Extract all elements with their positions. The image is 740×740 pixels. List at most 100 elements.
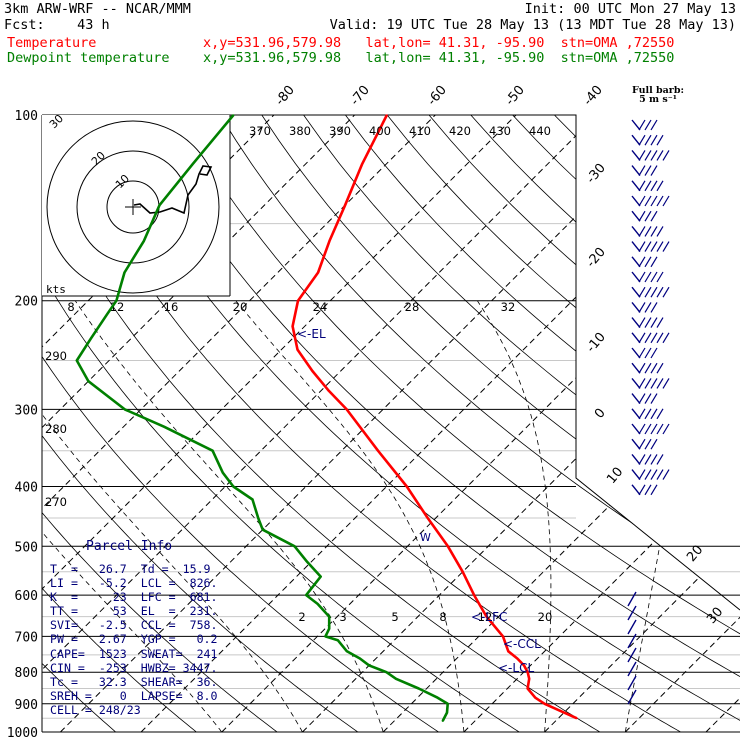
temperature-point [297,299,299,302]
isotherm-40 [624,115,740,732]
theta-label-400: 400 [369,124,391,138]
dewpoint-point [337,639,339,641]
temperature-point [528,678,530,680]
wind-barb-flag [638,256,646,268]
wind-barb-flag [644,393,652,404]
wind-barb-flag [662,423,670,435]
dewpoint-point [158,204,161,206]
wind-barb-staff [631,453,641,465]
dewpoint-point [251,498,254,501]
wind-barb-flag [650,226,658,237]
wind-barbs [627,119,670,705]
wind-barb [631,286,670,298]
hodograph-speed-unit: kts [46,283,66,296]
pressure-label-200: 200 [15,295,38,310]
dewpoint-point [319,575,322,578]
dewpoint-point [192,163,194,165]
wind-barb-staff [631,332,641,344]
dewpoint-point [222,471,224,474]
dewpoint-legend-label: Dewpoint temperature [7,50,170,66]
dry-adiabat-410 [428,115,740,732]
wind-barb-flag [644,454,652,465]
wind-barb-flag [650,271,658,283]
pressure-label-400: 400 [15,480,38,495]
wind-barb-flag [638,484,646,496]
dewpoint-point [305,594,308,596]
level-marker-ccl: <-CCL [503,637,541,651]
dry-adiabat-360 [219,115,740,732]
wind-barb-flag [650,332,658,344]
dry-adiabat-250 [42,115,132,732]
isotherm-label--10: -10 [584,330,609,356]
moist-adiabat-20 [235,300,465,732]
wind-barb [631,347,658,359]
theta-label-370: 370 [249,124,271,138]
theta-label-410: 410 [409,124,431,138]
wind-barb [631,256,658,268]
wind-barb-flag [662,469,670,480]
wind-barb-flag [638,271,646,283]
temperature-point [426,517,429,519]
wind-barb-flag [656,241,664,252]
mixing-ratio-label-20: 20 [538,610,553,624]
wind-barb-flag [650,438,658,450]
dewpoint-point [316,603,319,605]
dewpoint-point [328,627,331,630]
isotherm-label-0: 0 [592,406,609,422]
theta-label-420: 420 [449,124,471,138]
parcel-info-row: T = 26.7 Td = 15.9 [50,562,211,576]
dewpoint-point [417,687,420,690]
forecast-hour: Fcst: 43 h [4,17,110,33]
wind-barb-staff [631,134,641,146]
temperature-point [563,711,565,714]
moist-adiabat-10 [74,300,384,732]
wind-barb-flag [644,347,652,359]
parcel-info-row: TT = 53 EL = 231. [50,604,218,619]
temperature-point [502,635,504,638]
wind-barb [631,134,664,146]
dry-adiabat-290 [42,115,459,732]
theta-label-440: 440 [529,124,551,138]
wind-barb-flag [644,134,652,146]
wind-barb-flag [656,134,664,146]
wind-barb [631,149,670,161]
dry-adiabat-320 [52,115,704,732]
temperature-point [344,204,346,206]
dewpoint-location-info: x,y=531.96,579.98 lat,lon= 41.31, -95.90… [203,50,675,66]
isotherm-20 [463,115,740,732]
wind-barb-flag [644,302,652,313]
speed-tick-28: 28 [405,300,420,314]
wind-barb-flag [638,195,646,207]
isotherm--30 [60,115,678,732]
wind-barb-flag [644,469,652,480]
wind-barb [631,453,664,465]
wind-barb-flag [644,317,652,328]
dewpoint-point [359,657,361,660]
wind-barb-flag [644,256,652,268]
wind-barb-low [627,605,637,621]
wind-barb-flag [662,150,670,161]
wind-barb-staff [631,210,641,222]
wind-barb-flag [638,210,646,222]
wind-barb-flag [650,150,658,161]
wind-barb-flag [656,180,664,192]
wind-barb-flag [650,195,658,207]
wind-barb [631,180,664,192]
isotherm-0 [302,115,740,732]
wind-barb [631,377,670,389]
sounding-profiles [75,114,578,722]
dry-adiabat-440 [554,115,740,732]
wind-barb [631,210,658,222]
dry-adiabat-350 [177,115,740,732]
wind-barb [631,241,670,253]
speed-tick-16: 16 [164,300,179,314]
wind-barb-flag [638,362,646,374]
wind-barb-flag [644,484,652,496]
wind-barb-low [627,591,637,607]
wind-barb-staff [631,469,641,481]
parcel-info-title: Parcel Info [86,539,173,554]
wind-barb [631,332,670,344]
mixing-ratio-label-2: 2 [298,610,305,624]
dewpoint-point [324,635,327,638]
wind-barb-low [627,675,637,691]
